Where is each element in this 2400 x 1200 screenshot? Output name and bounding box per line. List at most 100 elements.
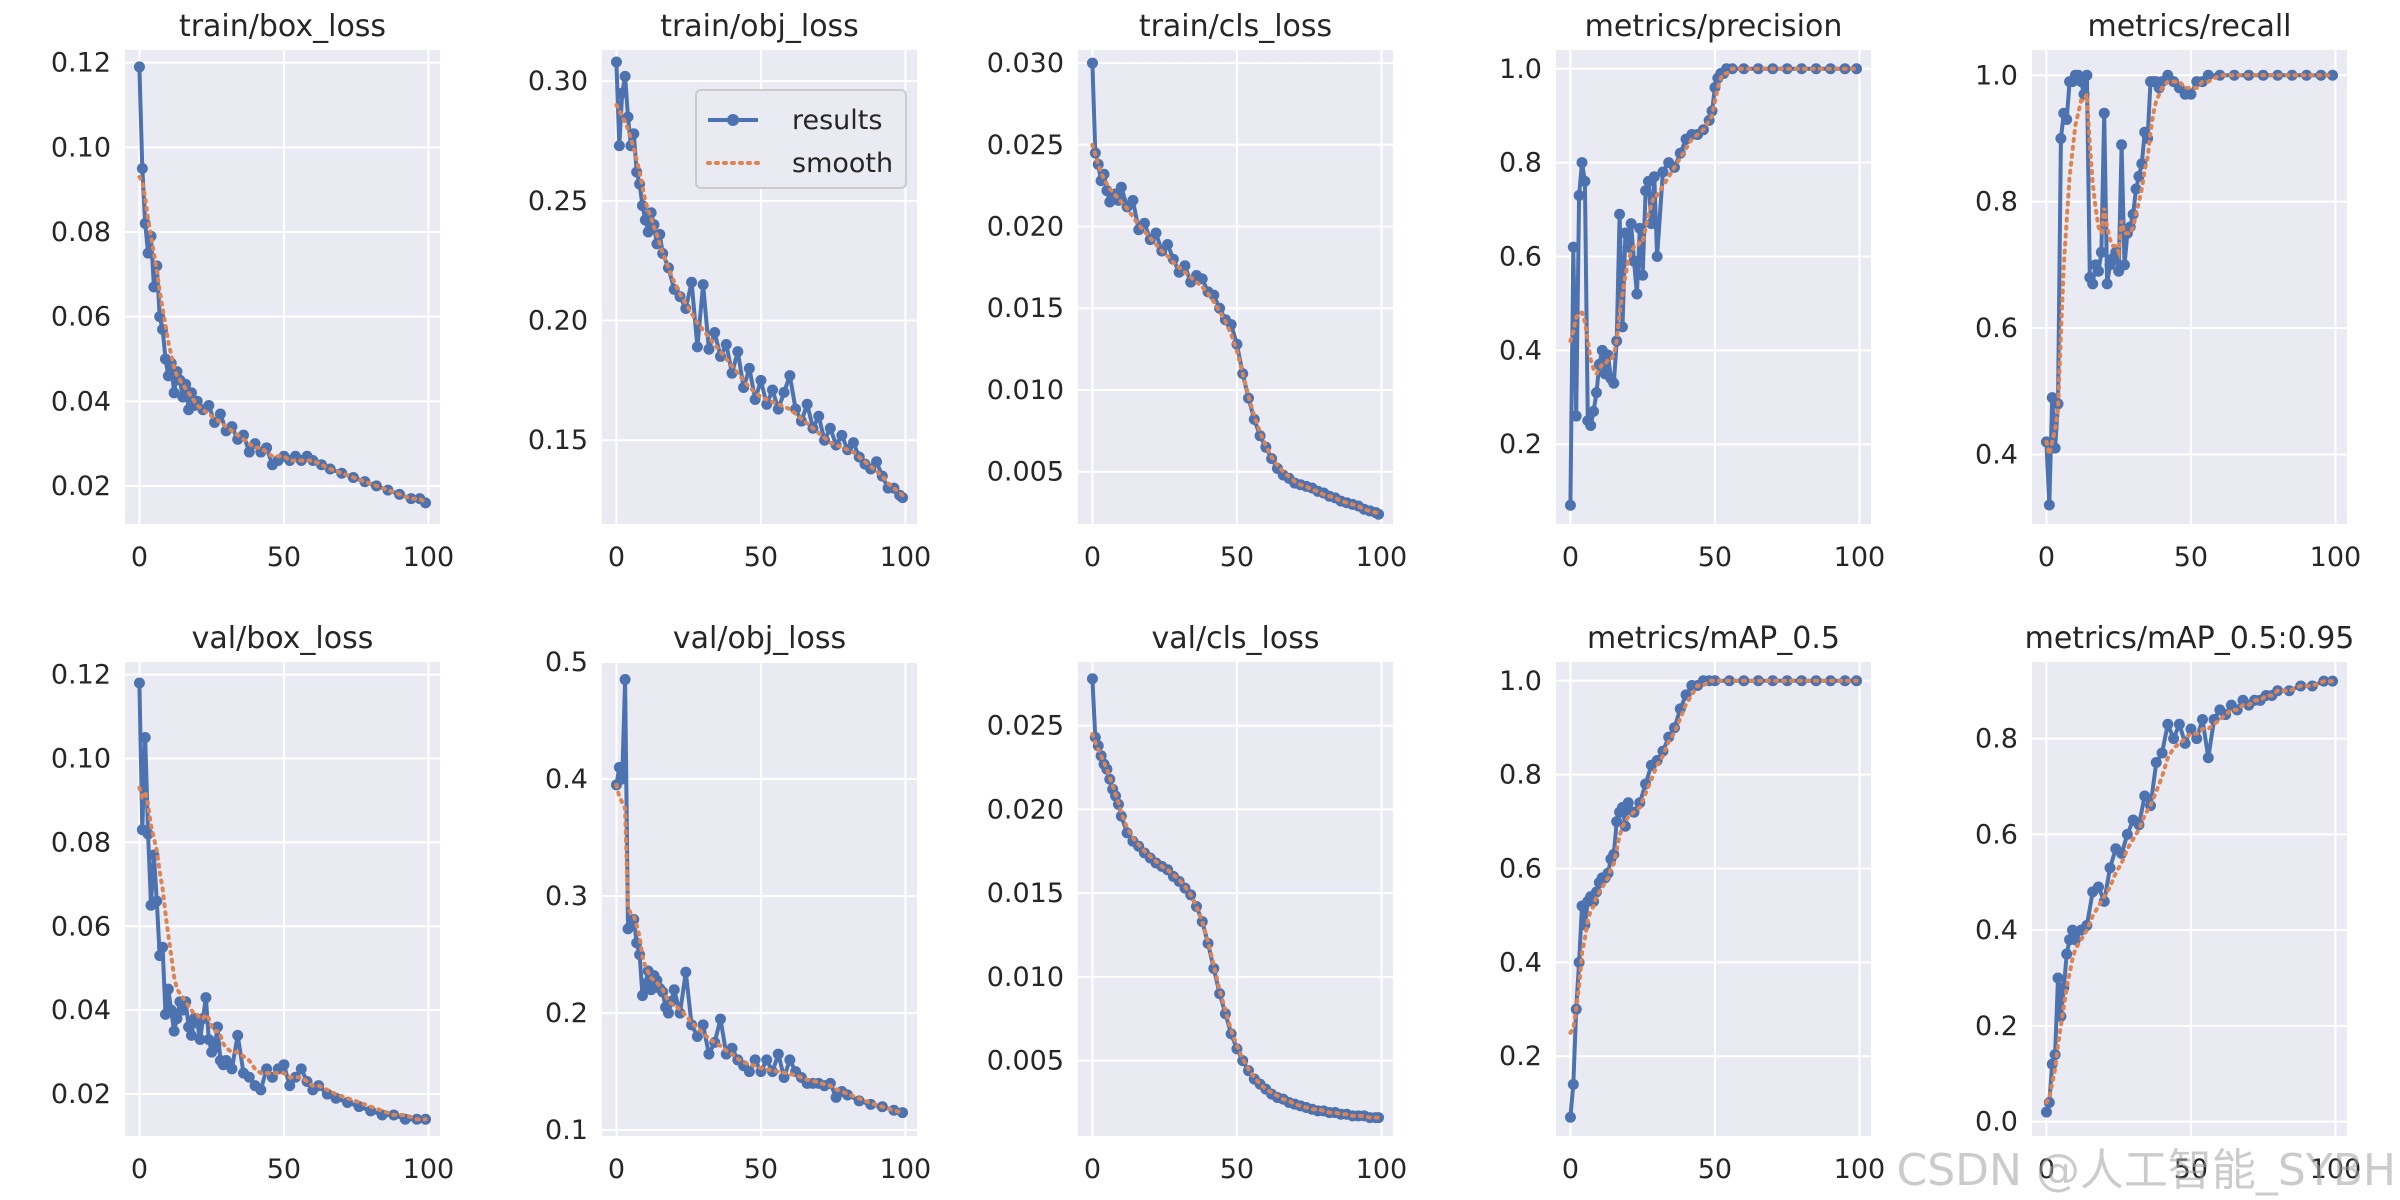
results-point <box>2286 69 2298 81</box>
results-point <box>1640 185 1652 197</box>
results-point <box>1150 227 1162 239</box>
y-tick-label: 0.6 <box>1975 819 2018 850</box>
panel-train-cls-loss: 0 50 100 0.005 0.010 0.015 0.020 0.025 0.030 trai… <box>987 9 1408 573</box>
y-tick-label: 0.4 <box>1499 335 1542 366</box>
y-tick-label: 0.04 <box>51 995 111 1026</box>
watermark: CSDN @人工智能_SYBH <box>1896 1145 2396 1196</box>
results-point <box>168 1025 180 1037</box>
smooth-series-line <box>137 175 428 505</box>
y-tick-label: 0.2 <box>1499 1041 1542 1072</box>
y-tick-label: 0.30 <box>528 66 588 97</box>
results-point <box>243 446 255 458</box>
y-tick-label: 0.25 <box>528 186 588 217</box>
results-point <box>209 1042 221 1054</box>
y-tick-label: 0.4 <box>1975 915 2018 946</box>
y-tick-label: 0.06 <box>51 911 111 942</box>
x-tick-label: 50 <box>1220 542 1254 573</box>
panel-title: metrics/mAP_0.5 <box>1587 621 1840 656</box>
results-point <box>2197 713 2209 725</box>
results-point <box>1645 218 1657 230</box>
y-tick-label: 0.10 <box>51 743 111 774</box>
panel-metrics-precision: 0 50 100 0.2 0.4 0.6 0.8 1.0 metrics/precision <box>1499 9 1885 573</box>
y-tick-label: 0.06 <box>51 302 111 333</box>
results-point <box>813 410 825 422</box>
results-point <box>2202 752 2214 764</box>
results-point <box>2118 259 2130 271</box>
results-point <box>714 1013 726 1025</box>
y-tick-label: 0.04 <box>51 386 111 417</box>
results-point <box>2191 733 2203 745</box>
results-point <box>203 1034 215 1046</box>
x-tick-label: 0 <box>131 542 148 573</box>
results-point <box>2173 718 2185 730</box>
x-tick-label: 50 <box>2174 1154 2208 1185</box>
x-tick-label: 100 <box>1834 542 1886 573</box>
results-point <box>2055 132 2067 144</box>
results-point <box>2092 265 2104 277</box>
results-point <box>2087 278 2099 290</box>
results-point <box>1162 239 1174 251</box>
x-tick-label: 0 <box>608 1154 625 1185</box>
results-point <box>226 1063 238 1075</box>
results-point <box>1564 1111 1576 1123</box>
results-point <box>871 456 883 468</box>
results-point <box>2098 107 2110 119</box>
panel-val-cls-loss: 0 50 100 0.005 0.010 0.015 0.020 0.025 val/cls_l… <box>987 621 1408 1185</box>
results-point <box>784 370 796 382</box>
results-point <box>743 362 755 374</box>
y-tick-label: 0.12 <box>51 48 111 79</box>
x-tick-label: 100 <box>1356 542 1408 573</box>
results-point <box>2052 972 2064 984</box>
results-point <box>214 408 226 420</box>
y-tick-label: 0.005 <box>987 1046 1064 1077</box>
plot-area <box>1556 662 1871 1136</box>
smooth-series-line <box>137 785 428 1122</box>
y-tick-label: 0.20 <box>528 306 588 337</box>
x-tick-label: 100 <box>880 542 932 573</box>
legend-label-results: results <box>792 105 882 136</box>
plot-area <box>125 50 440 524</box>
results-point <box>703 343 715 355</box>
results-point <box>636 990 648 1002</box>
results-point <box>2116 848 2128 860</box>
results-point <box>778 386 790 398</box>
results-point <box>772 1048 784 1060</box>
y-tick-label: 1.0 <box>1975 60 2018 91</box>
results-point <box>801 398 813 410</box>
results-point <box>165 1004 177 1016</box>
x-tick-label: 0 <box>2038 1154 2055 1185</box>
results-point <box>278 1059 290 1071</box>
results-point <box>1579 175 1591 187</box>
results-point <box>2061 948 2073 960</box>
smooth-series-line <box>1568 66 1859 378</box>
results-point <box>2301 69 2313 81</box>
panel-train-box-loss: 0 50 100 0.02 0.04 0.06 0.08 0.10 0.12 train/box_… <box>51 9 454 573</box>
results-point <box>1127 194 1139 206</box>
x-tick-label: 100 <box>1834 1154 1886 1185</box>
results-point <box>1767 675 1779 687</box>
x-tick-label: 50 <box>744 1154 778 1185</box>
x-tick-label: 50 <box>267 1154 301 1185</box>
results-point <box>697 279 709 291</box>
results-point <box>1567 1078 1579 1090</box>
y-tick-label: 0.010 <box>987 375 1064 406</box>
x-tick-label: 0 <box>2038 542 2055 573</box>
results-point <box>290 1071 302 1083</box>
y-tick-label: 0.8 <box>1975 187 2018 218</box>
results-point <box>321 1088 333 1100</box>
results-point <box>1179 260 1191 272</box>
results-point <box>2168 733 2180 745</box>
x-tick-label: 50 <box>2174 542 2208 573</box>
y-tick-label: 0.025 <box>987 130 1064 161</box>
smooth-series-line <box>614 103 905 498</box>
panel-title: val/box_loss <box>192 621 374 656</box>
results-point <box>1611 816 1623 828</box>
results-point <box>177 391 189 403</box>
x-tick-label: 0 <box>1562 542 1579 573</box>
results-point <box>767 384 779 396</box>
panel-title: train/obj_loss <box>660 9 859 44</box>
y-tick-label: 0.020 <box>987 212 1064 243</box>
x-tick-label: 100 <box>1356 1154 1408 1185</box>
results-point <box>697 1019 709 1031</box>
